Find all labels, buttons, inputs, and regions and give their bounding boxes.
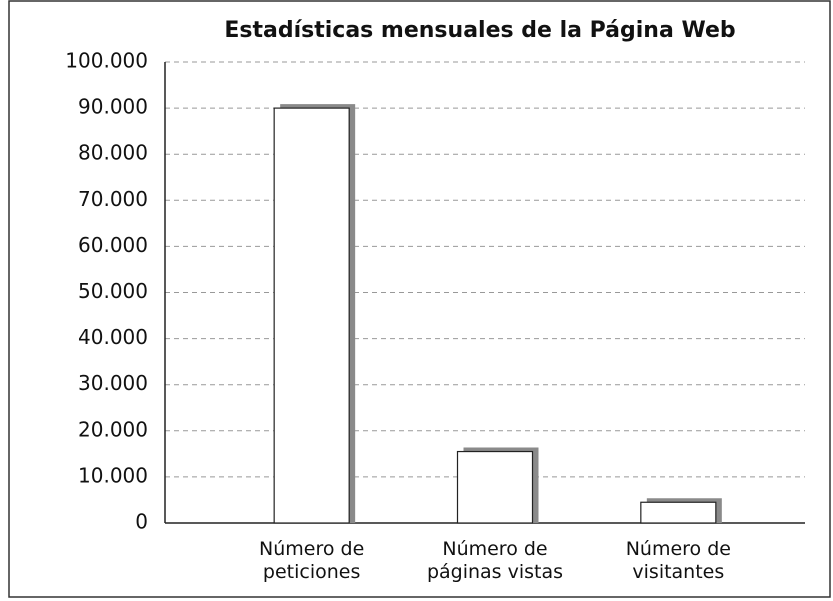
y-tick-label: 50.000 [78,279,148,303]
y-tick-label: 90.000 [78,95,148,119]
y-tick-label: 40.000 [78,325,148,349]
x-tick-label: Número de visitantes [625,538,731,583]
y-tick-label: 80.000 [78,141,148,165]
y-tick-label: 60.000 [78,233,148,257]
x-tick-label: Número de páginas vistas [426,538,564,583]
y-tick-label: 0 [135,510,148,534]
x-tick-label: Número de peticiones [259,538,365,583]
y-tick-label: 30.000 [78,371,148,395]
chart-title: Estadísticas mensuales de la Página Web [224,18,735,43]
bar-shadow [646,498,722,523]
y-tick-label: 70.000 [78,187,148,211]
bar [640,501,717,524]
bar [456,450,534,524]
y-tick-label: 10.000 [78,463,148,487]
frame [8,0,831,598]
y-tick-label: 100.000 [65,49,148,73]
bar [273,107,350,524]
y-tick-label: 20.000 [78,417,148,441]
